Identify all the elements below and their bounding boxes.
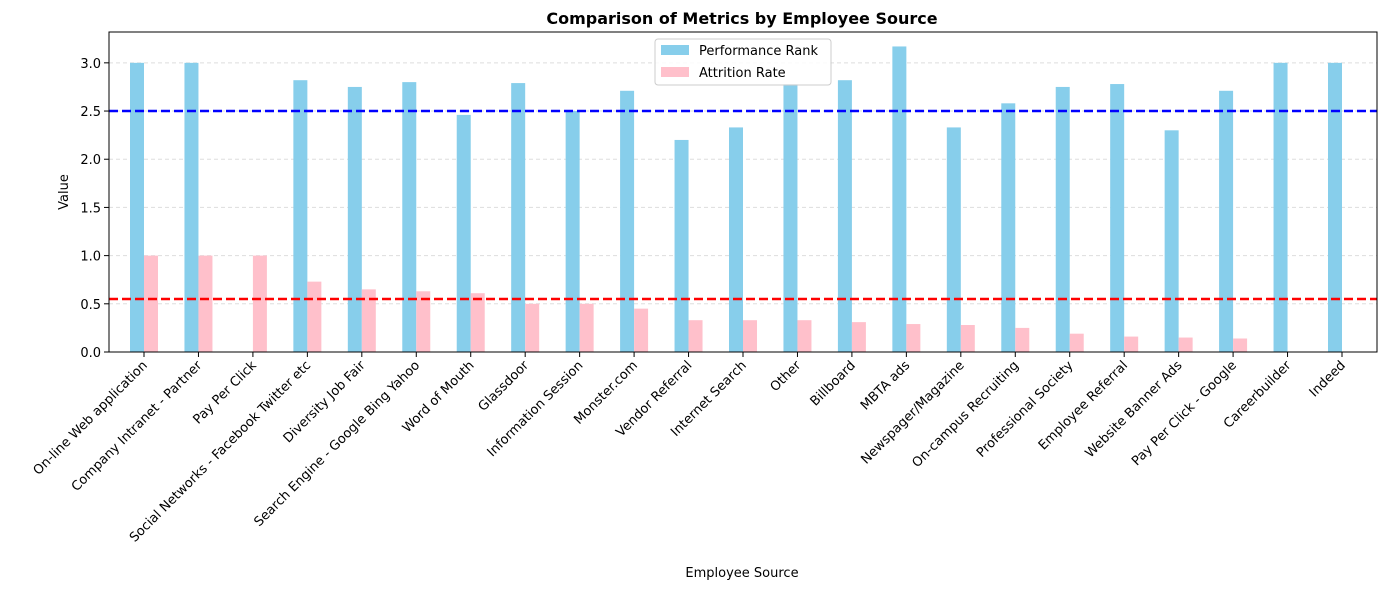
attrition-rate-bar — [307, 281, 322, 352]
performance-rank-bar — [293, 80, 308, 352]
performance-rank-bar — [729, 127, 743, 352]
attrition-rate-bar — [361, 289, 376, 352]
reference-lines — [109, 109, 1377, 301]
x-tick-label: Newspager/Magazine — [858, 358, 967, 467]
attrition-rate-bar — [851, 322, 866, 352]
legend-box — [654, 38, 832, 86]
x-tick-label: Billboard — [808, 358, 859, 409]
attrition-rate-bar — [906, 324, 921, 352]
x-tick-label: Website Banner Ads — [1083, 358, 1186, 461]
bars — [130, 46, 1342, 353]
y-axis-label: Value — [57, 174, 72, 210]
y-tick-label: 0.0 — [80, 346, 101, 361]
performance-rank-bar — [347, 86, 362, 352]
y-tick-label: 1.0 — [80, 250, 101, 265]
performance-rank-bar — [1219, 90, 1234, 353]
performance-rank-bar — [1001, 103, 1016, 352]
legend-label-performance-rank: Performance Rank — [699, 44, 818, 59]
performance-rank-bar — [1164, 130, 1179, 352]
x-tick-label: Other — [768, 358, 805, 395]
performance-rank-bar — [1110, 84, 1125, 353]
performance-rank-bar — [565, 111, 580, 352]
performance-rank-bar — [511, 83, 526, 352]
attrition-rate-bar — [252, 255, 267, 352]
x-tick-label: Professional Society — [974, 358, 1077, 461]
x-axis-label: Employee Source — [685, 566, 798, 581]
attrition-rate-bar — [470, 293, 485, 352]
attrition-rate-bar — [579, 303, 594, 352]
performance-rank-bar — [184, 62, 199, 352]
attrition-rate-bar — [1124, 336, 1139, 352]
performance-rank-bar — [674, 139, 689, 352]
performance-rank-bar — [1055, 86, 1070, 352]
x-tick-label: Indeed — [1307, 358, 1349, 400]
legend-label-attrition-rate: Attrition Rate — [699, 66, 786, 81]
attrition-rate-bar — [960, 325, 975, 352]
attrition-rate-bar — [1069, 333, 1084, 352]
attrition-rate-bar — [634, 308, 649, 352]
y-axis-ticks: 0.0 0.5 1.0 1.5 2.0 2.5 3.0 — [80, 57, 109, 361]
x-tick-label: Information Session — [485, 358, 587, 460]
performance-rank-bar — [892, 46, 907, 353]
x-tick-label: On-campus Recruiting — [909, 358, 1022, 471]
y-tick-label: 3.0 — [80, 57, 101, 72]
legend-swatch-performance-rank — [661, 45, 689, 55]
y-tick-label: 2.5 — [80, 105, 101, 120]
performance-rank-bar — [1273, 62, 1288, 352]
attrition-rate-bar — [416, 291, 431, 352]
performance-rank-bar — [456, 114, 471, 352]
x-tick-label: Pay Per Click - Google — [1129, 358, 1240, 469]
attrition-rate-bar — [1178, 337, 1193, 352]
attrition-rate-bar — [525, 303, 540, 352]
performance-rank-bar — [620, 90, 635, 353]
attrition-rate-bar — [743, 320, 757, 352]
attrition-rate-bar — [1233, 338, 1248, 352]
attrition-rate-bar — [688, 320, 703, 352]
x-tick-label: MBTA ads — [858, 358, 913, 413]
y-tick-label: 2.0 — [80, 153, 101, 168]
x-tick-label: On-line Web application — [31, 358, 151, 478]
attrition-rate-bar — [797, 320, 812, 352]
performance-rank-bar — [130, 62, 144, 352]
x-tick-label: Glassdoor — [476, 358, 533, 415]
performance-rank-bar — [1328, 62, 1342, 352]
y-tick-label: 0.5 — [80, 298, 101, 313]
performance-rank-bar — [837, 80, 852, 352]
attrition-rate-bar — [198, 255, 213, 352]
performance-rank-bar — [783, 84, 798, 353]
legend: Performance Rank Attrition Rate — [654, 38, 832, 86]
chart-title: Comparison of Metrics by Employee Source — [546, 9, 937, 28]
x-tick-label: Employee Referral — [1036, 358, 1131, 453]
performance-rank-bar — [402, 82, 417, 352]
attrition-rate-bar — [144, 255, 158, 352]
y-tick-label: 1.5 — [80, 201, 101, 216]
attrition-rate-bar — [1015, 327, 1030, 352]
performance-rank-bar — [946, 127, 961, 352]
legend-swatch-attrition-rate — [661, 67, 689, 77]
